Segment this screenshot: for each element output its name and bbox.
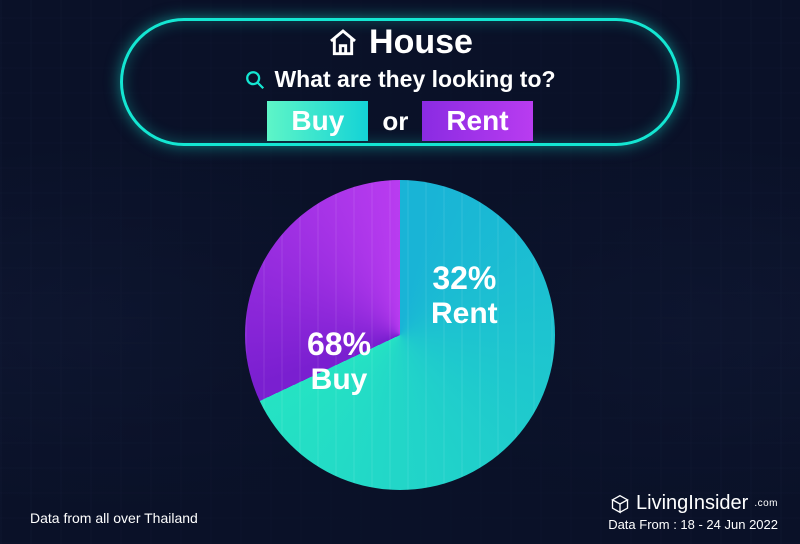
footer-right: LivingInsider .com Data From : 18 - 24 J… bbox=[608, 492, 778, 532]
slice-label-buy: 68% Buy bbox=[307, 326, 371, 397]
subtitle-text: What are they looking to? bbox=[274, 66, 555, 93]
pie-chart: 68% Buy 32% Rent bbox=[245, 180, 555, 490]
cube-icon bbox=[610, 494, 630, 514]
home-icon bbox=[327, 27, 359, 59]
subtitle-row: What are they looking to? bbox=[244, 66, 555, 93]
buy-rent-row: Buy or Rent bbox=[267, 101, 532, 141]
slice-label-rent: 32% Rent bbox=[431, 260, 498, 331]
date-from: Data From : 18 - 24 Jun 2022 bbox=[608, 517, 778, 532]
rent-pill: Rent bbox=[422, 101, 532, 141]
buy-pct: 68% bbox=[307, 326, 371, 363]
brand: LivingInsider .com bbox=[608, 492, 778, 515]
rent-pct: 32% bbox=[431, 260, 498, 297]
header-pill: House What are they looking to? Buy or R… bbox=[120, 18, 680, 146]
buy-name: Buy bbox=[307, 363, 371, 398]
brand-name: LivingInsider bbox=[636, 492, 748, 515]
search-icon bbox=[244, 69, 266, 91]
brand-suffix: .com bbox=[754, 498, 778, 509]
buy-pill: Buy bbox=[267, 101, 368, 141]
pie-canvas bbox=[245, 180, 555, 490]
rent-name: Rent bbox=[431, 297, 498, 332]
title-row: House bbox=[327, 23, 473, 62]
or-label: or bbox=[382, 106, 408, 137]
footer-left: Data from all over Thailand bbox=[30, 510, 198, 526]
page-title: House bbox=[369, 23, 473, 62]
